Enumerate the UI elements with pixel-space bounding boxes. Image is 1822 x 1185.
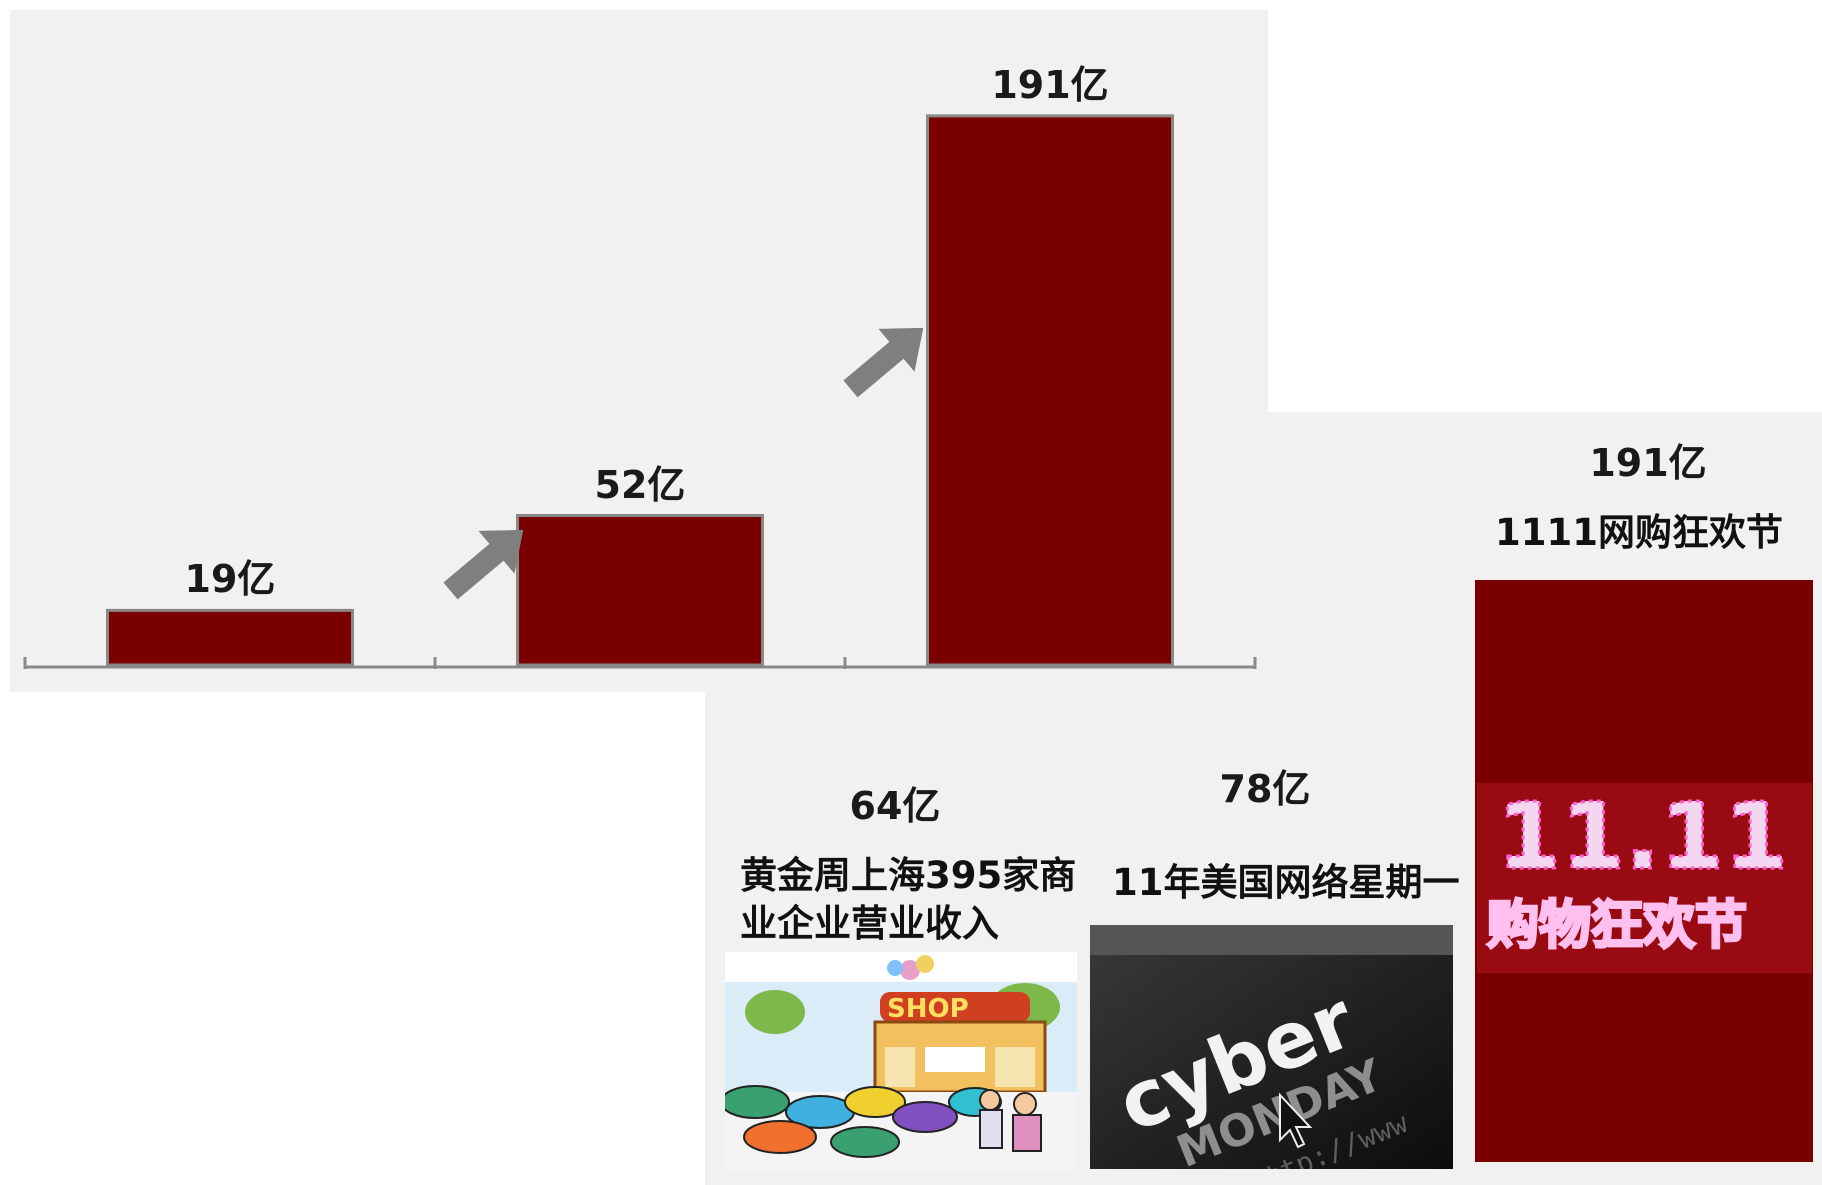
up-right-arrow-icon bbox=[443, 529, 524, 600]
cyber-monday-image: cyber MONDAY http://www bbox=[1090, 925, 1453, 1169]
data-label: 191亿 bbox=[1589, 441, 1707, 485]
category-label: 11年美国网络星期一 bbox=[1112, 861, 1460, 904]
data-label: 78亿 bbox=[1219, 767, 1311, 811]
shop-cartoon: SHOP bbox=[725, 952, 1077, 1170]
double11-digits: 11.11 bbox=[1497, 783, 1788, 890]
double-eleven-logo: 11.11 购物狂欢节 bbox=[1477, 783, 1812, 973]
bar bbox=[926, 114, 1174, 667]
data-label: 52亿 bbox=[594, 462, 686, 507]
data-label: 191亿 bbox=[991, 62, 1109, 107]
category-label: 1111网购狂欢节 bbox=[1495, 511, 1783, 554]
bar bbox=[106, 608, 354, 667]
double11-text: 购物狂欢节 bbox=[1487, 896, 1747, 956]
data-label: 19亿 bbox=[184, 557, 276, 602]
data-label: 64亿 bbox=[849, 784, 941, 828]
shop-sign-text: SHOP bbox=[887, 994, 969, 1024]
cursor-icon bbox=[1279, 1092, 1313, 1149]
bar bbox=[516, 514, 764, 667]
category-label: 黄金周上海395家商 业企业营业收入 bbox=[740, 854, 1077, 945]
up-right-arrow-icon bbox=[843, 327, 924, 398]
